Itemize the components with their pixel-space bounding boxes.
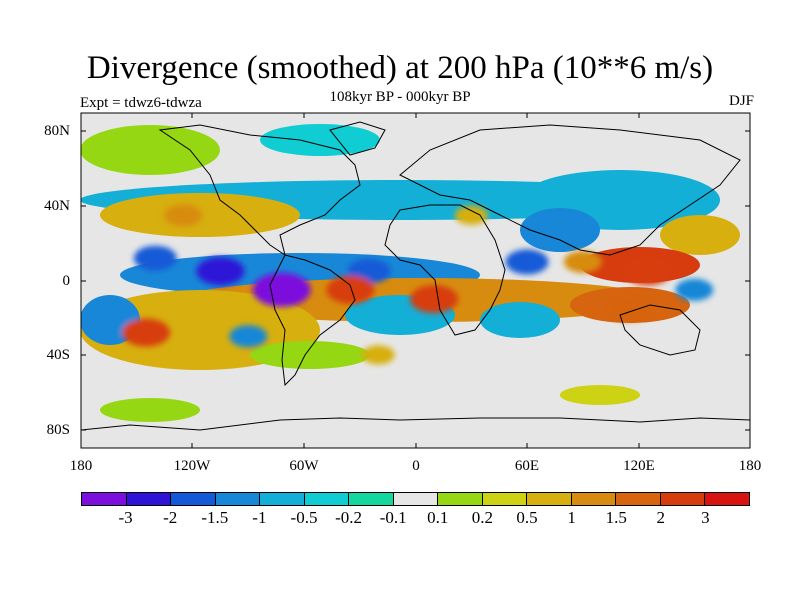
colorbar-label-4: -0.5: [290, 508, 318, 527]
lon-tick-120e: 120E: [623, 458, 655, 474]
colorbar-swatch-14: [705, 493, 749, 505]
field-extremum-1: [196, 257, 245, 286]
map-subtitle: 108kyr BP - 000kyr BP: [329, 89, 471, 105]
lon-tick-60e: 60E: [514, 458, 540, 474]
colorbar-swatch-11: [571, 493, 617, 505]
field-extremum-14: [164, 204, 203, 227]
lat-tick-80n: 80N: [44, 123, 70, 139]
coast-australia: [619, 304, 701, 356]
map-title: Divergence (smoothed) at 200 hPa (10**6 …: [86, 50, 714, 86]
field-extremum-9: [326, 275, 375, 304]
indian-ocean-blue: [480, 302, 560, 338]
field-extremum-11: [623, 257, 672, 286]
colorbar-swatch-12: [616, 493, 661, 505]
colorbar-label-3: -1: [252, 508, 267, 527]
south-pacific-green: [250, 341, 370, 369]
lat-tick-0: 0: [62, 273, 71, 289]
lon-tick-180w: 180: [69, 458, 93, 474]
field-extremum-6: [229, 325, 268, 348]
field-extremum-0: [252, 272, 311, 307]
colorbar-label-6: -0.1: [379, 508, 407, 527]
field-extremum-15: [454, 205, 488, 225]
colorbar-label-9: 0.5: [516, 508, 538, 527]
colorbar-swatch-13: [660, 493, 706, 505]
asia-yellow: [660, 215, 740, 255]
colorbar-swatch-10: [527, 493, 572, 505]
colorbar-swatch-8: [438, 493, 483, 505]
coast-eurasia: [399, 124, 741, 256]
colorbar-swatch-9: [482, 493, 528, 505]
lat-tick-80s: 80S: [46, 422, 70, 438]
coast-greenland: [329, 121, 386, 156]
colorbar-label-13: 3: [701, 508, 710, 527]
colorbar-swatch-0: [82, 493, 127, 505]
field-extremum-8: [122, 318, 170, 347]
season-label: DJF: [728, 93, 754, 109]
colorbar-label-11: 1.5: [605, 508, 627, 527]
colorbar-label-12: 2: [656, 508, 666, 527]
lat-tick-40s: 40S: [46, 347, 70, 363]
lon-tick-60w: 60W: [289, 458, 319, 474]
field-extremum-2: [133, 245, 177, 271]
colorbar-label-10: 1: [567, 508, 576, 527]
colorbar-swatch-4: [260, 493, 305, 505]
field-extremum-4: [505, 249, 549, 275]
lon-tick-180e: 180: [738, 458, 762, 474]
high-lat-cyan: [260, 124, 380, 156]
colorbar-swatch-7: [393, 493, 439, 505]
colorbar-label-7: 0.1: [427, 508, 449, 527]
lon-tick-0: 0: [412, 458, 420, 474]
colorbar-label-8: 0.2: [471, 508, 494, 527]
coast-south-america: [269, 254, 356, 387]
field-extremum-13: [563, 250, 602, 273]
colorbar: [81, 492, 750, 506]
field-extremum-12: [607, 295, 651, 321]
colorbar-label-2: -1.5: [201, 508, 229, 527]
lat-tick-40n: 40N: [44, 198, 70, 214]
colorbar-swatch-5: [304, 493, 350, 505]
lon-tick-120w: 120W: [173, 458, 211, 474]
colorbar-swatch-6: [349, 493, 394, 505]
field-extremum-5: [675, 278, 714, 301]
coast-antarctica: [81, 417, 750, 431]
high-lat-green: [81, 125, 220, 175]
colorbar-swatch-2: [171, 493, 216, 505]
colorbar-label-0: -3: [118, 508, 133, 527]
experiment-label: Expt = tdwz6-tdwza: [80, 95, 202, 111]
coastlines: [81, 121, 750, 431]
field-extrema: [108, 204, 714, 365]
coast-north-america: [158, 124, 361, 257]
colorbar-label-1: -2: [163, 508, 178, 527]
coast-africa-europe: [384, 204, 506, 336]
field-extremum-10: [410, 285, 459, 314]
axis-ticks: [80, 113, 751, 448]
antarctic-yellow: [560, 385, 640, 405]
colorbar-label-5: -0.2: [335, 508, 363, 527]
colorbar-swatch-1: [126, 493, 172, 505]
asia-blue: [520, 208, 600, 252]
colorbar-swatch-3: [215, 493, 261, 505]
field-extremum-16: [361, 345, 395, 365]
antarctic-green: [100, 398, 200, 422]
